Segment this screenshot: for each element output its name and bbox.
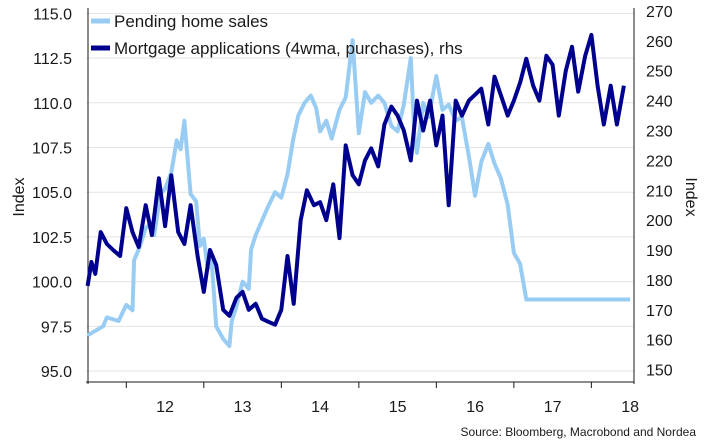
left-tick-label: 115.0 [33, 6, 72, 23]
legend: Pending home sales Mortgage applications… [91, 12, 463, 58]
right-tick-label: 200 [646, 213, 673, 230]
x-tick-label: 14 [311, 399, 329, 416]
right-tick-label: 270 [646, 4, 673, 21]
series-line-mortgage-applications [85, 32, 626, 327]
left-tick-label: 110.0 [33, 96, 72, 113]
right-tick-label: 220 [646, 153, 673, 170]
legend-label-mortgage: Mortgage applications (4wma, purchases),… [114, 39, 463, 58]
right-axis-ticks: 150 160 170 180 190 200 210 220 230 240 250 260 270 [646, 4, 673, 380]
right-tick-label: 250 [646, 64, 673, 81]
right-axis-title: Index [682, 177, 699, 216]
x-tick-label: 17 [544, 399, 562, 416]
right-tick-label: 160 [646, 333, 673, 350]
right-tick-label: 240 [646, 94, 673, 111]
x-tick-label: 18 [621, 399, 639, 416]
right-tick-label: 180 [646, 273, 673, 290]
legend-label-pending: Pending home sales [114, 12, 268, 31]
right-tick-label: 260 [646, 34, 673, 51]
left-tick-label: 112.5 [33, 51, 72, 68]
right-tick-label: 190 [646, 243, 673, 260]
left-axis-ticks: 95.0 97.5 100.0 102.5 105.0 107.5 110.0 112.5 11… [32, 6, 72, 381]
left-tick-label: 97.5 [41, 319, 72, 336]
x-tick-label: 15 [389, 399, 407, 416]
x-tick-label: 12 [156, 399, 174, 416]
left-tick-label: 105.0 [32, 185, 72, 202]
left-tick-label: 100.0 [32, 275, 72, 292]
left-tick-label: 107.5 [32, 141, 72, 158]
right-tick-label: 170 [646, 303, 673, 320]
right-tick-label: 230 [646, 124, 673, 141]
left-axis-title: Index [11, 177, 28, 216]
series-line-pending-home-sales [86, 38, 631, 348]
x-tick-label: 13 [234, 399, 252, 416]
left-tick-label: 95.0 [41, 364, 72, 381]
left-tick-label: 102.5 [32, 230, 72, 247]
x-axis-ticks: 12 13 14 15 16 17 18 [125, 382, 639, 416]
right-tick-label: 210 [646, 183, 673, 200]
x-tick-label: 16 [466, 399, 484, 416]
source-note: Source: Bloomberg, Macrobond and Nordea [461, 425, 697, 439]
right-tick-label: 150 [646, 363, 673, 380]
